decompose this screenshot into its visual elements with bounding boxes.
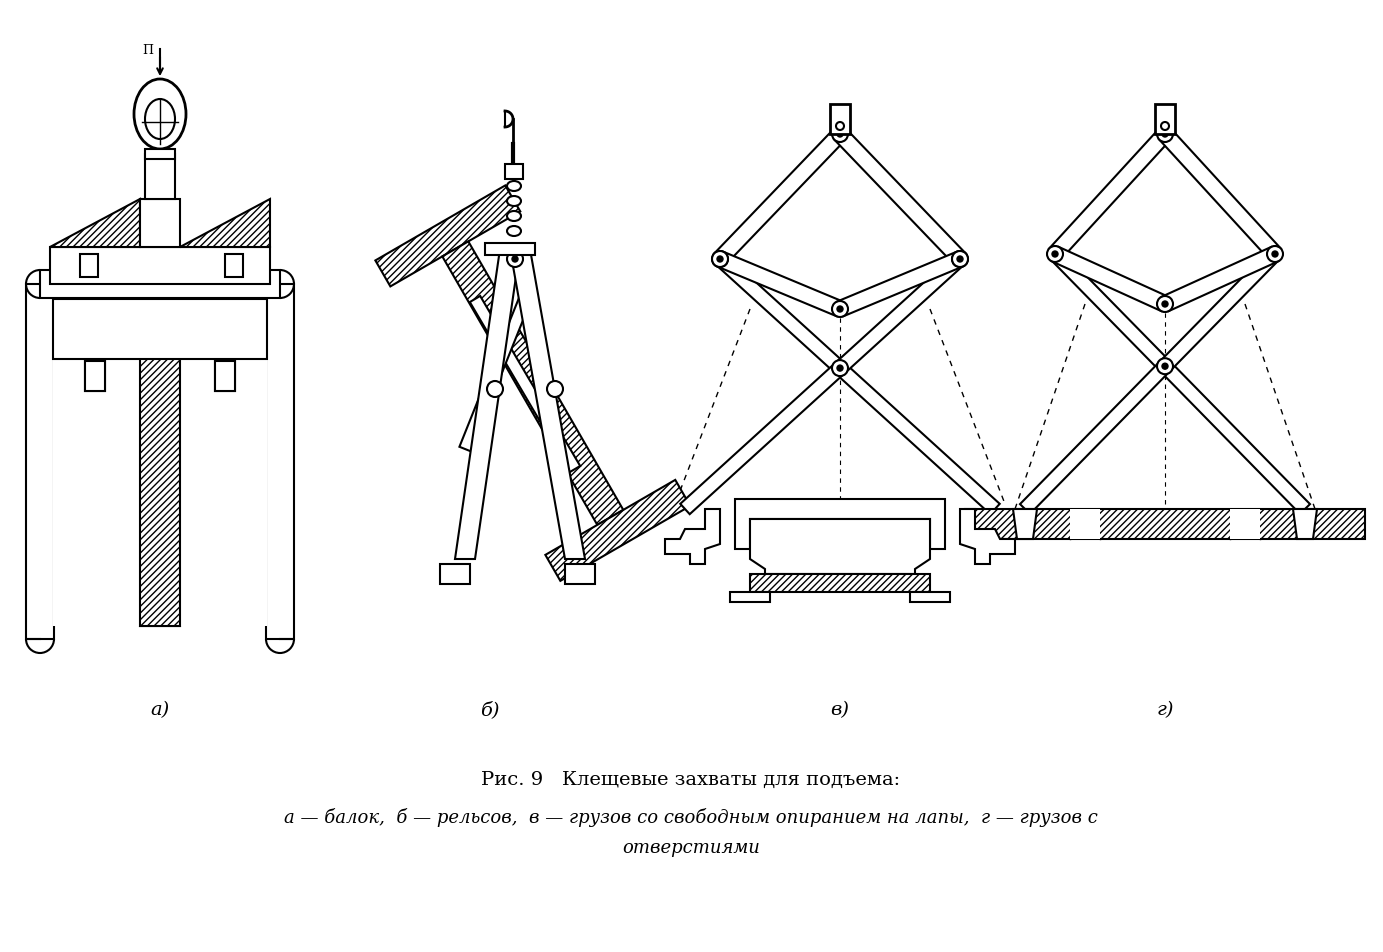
Circle shape xyxy=(1158,127,1173,143)
Polygon shape xyxy=(459,297,531,452)
Polygon shape xyxy=(837,252,963,317)
Circle shape xyxy=(1267,247,1283,263)
Polygon shape xyxy=(715,254,1000,515)
Polygon shape xyxy=(1162,248,1278,312)
Polygon shape xyxy=(1050,129,1171,260)
Polygon shape xyxy=(545,481,690,582)
Polygon shape xyxy=(50,248,270,285)
Polygon shape xyxy=(225,255,243,278)
Circle shape xyxy=(1160,123,1169,130)
Text: в): в) xyxy=(831,701,849,718)
Circle shape xyxy=(837,307,844,312)
Polygon shape xyxy=(214,362,235,391)
Polygon shape xyxy=(730,592,770,603)
Text: П: П xyxy=(142,44,154,56)
Polygon shape xyxy=(834,129,965,266)
Polygon shape xyxy=(1070,509,1099,540)
Polygon shape xyxy=(960,509,1015,565)
Polygon shape xyxy=(734,500,945,549)
Polygon shape xyxy=(965,509,1365,540)
Polygon shape xyxy=(80,335,241,626)
Circle shape xyxy=(957,257,963,263)
Circle shape xyxy=(833,302,848,318)
Polygon shape xyxy=(53,300,267,626)
Circle shape xyxy=(512,257,519,263)
Polygon shape xyxy=(84,362,105,391)
Ellipse shape xyxy=(145,100,176,140)
Circle shape xyxy=(835,123,844,130)
Polygon shape xyxy=(750,574,929,592)
Polygon shape xyxy=(26,285,54,640)
Circle shape xyxy=(1272,251,1278,258)
Polygon shape xyxy=(1012,509,1037,540)
Polygon shape xyxy=(145,155,176,200)
Polygon shape xyxy=(910,592,950,603)
Polygon shape xyxy=(566,565,595,585)
Polygon shape xyxy=(80,335,241,626)
Ellipse shape xyxy=(508,182,521,191)
Circle shape xyxy=(952,251,968,268)
Circle shape xyxy=(952,251,968,268)
Polygon shape xyxy=(145,149,176,160)
Text: б): б) xyxy=(480,701,499,718)
Polygon shape xyxy=(1051,248,1169,312)
Circle shape xyxy=(487,382,503,398)
Circle shape xyxy=(1052,251,1058,258)
Circle shape xyxy=(1158,359,1173,375)
Circle shape xyxy=(833,127,848,143)
Polygon shape xyxy=(716,252,844,317)
Polygon shape xyxy=(714,129,846,266)
Polygon shape xyxy=(140,200,180,248)
Polygon shape xyxy=(53,300,267,360)
Circle shape xyxy=(837,132,844,138)
Ellipse shape xyxy=(508,227,521,237)
Polygon shape xyxy=(1293,509,1317,540)
Polygon shape xyxy=(50,200,140,248)
Polygon shape xyxy=(214,362,235,391)
Polygon shape xyxy=(470,297,581,472)
Polygon shape xyxy=(180,200,270,248)
Circle shape xyxy=(1158,297,1173,312)
Circle shape xyxy=(833,361,848,377)
Ellipse shape xyxy=(508,197,521,207)
Ellipse shape xyxy=(134,80,185,149)
Circle shape xyxy=(712,251,727,268)
Circle shape xyxy=(508,251,523,268)
Circle shape xyxy=(548,382,563,398)
Polygon shape xyxy=(680,254,965,515)
Ellipse shape xyxy=(508,211,521,222)
Circle shape xyxy=(716,257,723,263)
Polygon shape xyxy=(665,509,721,565)
Polygon shape xyxy=(40,270,279,299)
Polygon shape xyxy=(505,165,523,180)
Polygon shape xyxy=(830,105,851,135)
Polygon shape xyxy=(455,249,520,560)
Polygon shape xyxy=(80,255,98,278)
Polygon shape xyxy=(1021,249,1281,514)
Circle shape xyxy=(712,251,727,268)
Polygon shape xyxy=(1229,509,1260,540)
Circle shape xyxy=(1162,364,1169,369)
Polygon shape xyxy=(375,187,520,288)
Text: а): а) xyxy=(151,701,170,718)
Text: Рис. 9   Клещевые захваты для подъема:: Рис. 9 Клещевые захваты для подъема: xyxy=(481,770,900,788)
Polygon shape xyxy=(485,244,535,256)
Polygon shape xyxy=(440,565,470,585)
Polygon shape xyxy=(1155,105,1176,135)
Text: отверстиями: отверстиями xyxy=(622,838,759,856)
Polygon shape xyxy=(266,285,295,640)
Polygon shape xyxy=(1050,249,1310,514)
Circle shape xyxy=(1047,247,1064,263)
Text: г): г) xyxy=(1156,701,1174,718)
Polygon shape xyxy=(84,362,105,391)
Polygon shape xyxy=(1159,129,1281,260)
Circle shape xyxy=(837,366,844,371)
Polygon shape xyxy=(443,242,624,526)
Polygon shape xyxy=(510,249,585,560)
Circle shape xyxy=(1162,132,1169,138)
Circle shape xyxy=(1162,302,1169,307)
Text: а — балок,  б — рельсов,  в — грузов со свободным опиранием на лапы,  г — грузов: а — балок, б — рельсов, в — грузов со св… xyxy=(284,807,1098,826)
Polygon shape xyxy=(750,520,929,574)
